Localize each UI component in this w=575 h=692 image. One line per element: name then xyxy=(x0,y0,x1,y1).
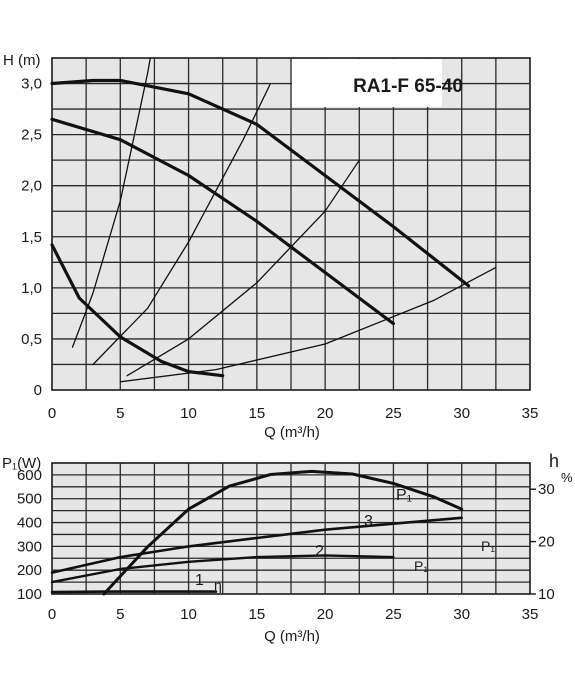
head-x-tick: 15 xyxy=(249,405,266,422)
efficiency-tick: 20 xyxy=(538,534,555,551)
pump-curve-1 xyxy=(50,117,395,326)
efficiency-tick-labels: 10 20 30 xyxy=(530,481,555,603)
head-y-tick: 2,5 xyxy=(21,127,42,144)
power-curve-speed-1 xyxy=(50,590,218,594)
curve-label-eta: P₁ xyxy=(396,487,412,504)
head-x-tick: 5 xyxy=(116,405,124,422)
efficiency-ylabel: h xyxy=(549,451,559,471)
model-title: RA1-F 65-40 xyxy=(353,76,463,97)
head-x-tick: 0 xyxy=(48,405,56,422)
curve-label-p1-speed-3: P₁ xyxy=(481,538,495,554)
head-x-tick: 30 xyxy=(453,405,470,422)
curve-label-speed-3: 3 xyxy=(364,513,373,530)
efficiency-unit: % xyxy=(561,470,573,485)
curve-label-speed-1: 1 xyxy=(195,572,204,589)
head-y-tick: 0 xyxy=(34,382,42,399)
title-box-cover xyxy=(292,59,442,107)
power-y-tick: 300 xyxy=(17,538,42,555)
power-x-tick: 15 xyxy=(249,606,266,623)
head-y-tick-labels: 0 0,5 1,0 1,5 2,0 2,5 3,0 xyxy=(21,76,42,399)
curve-label-speed-2: 2 xyxy=(315,543,324,560)
head-x-tick: 20 xyxy=(317,405,334,422)
power-xlabel: Q (m³/h) xyxy=(264,628,320,645)
power-y-tick: 600 xyxy=(17,467,42,484)
head-gridlines xyxy=(52,58,530,390)
efficiency-curve xyxy=(102,469,464,596)
system-curve-3 xyxy=(71,57,151,348)
curve-label-p1-speed-1: η xyxy=(214,577,222,593)
head-x-tick-labels: 0 5 10 15 20 25 30 35 xyxy=(48,405,539,422)
system-curve-4 xyxy=(92,82,272,366)
efficiency-tick: 30 xyxy=(538,481,555,498)
power-y-tick-labels: 100 200 300 400 500 600 xyxy=(17,467,42,603)
head-x-tick: 35 xyxy=(522,405,539,422)
head-xlabel: Q (m³/h) xyxy=(264,424,320,441)
power-x-tick: 25 xyxy=(385,606,402,623)
head-y-tick: 1,5 xyxy=(21,229,42,246)
power-y-tick: 200 xyxy=(17,562,42,579)
power-x-tick: 0 xyxy=(48,606,56,623)
power-curve-speed-2 xyxy=(50,554,395,584)
power-x-tick: 30 xyxy=(453,606,470,623)
power-curves xyxy=(50,469,464,596)
power-x-tick: 10 xyxy=(180,606,197,623)
head-y-tick: 0,5 xyxy=(21,331,42,348)
power-x-tick-labels: 0 5 10 15 20 25 30 35 xyxy=(48,606,539,623)
head-y-tick: 3,0 xyxy=(21,76,42,93)
head-y-tick: 2,0 xyxy=(21,178,42,195)
power-x-tick: 35 xyxy=(522,606,539,623)
power-x-tick: 5 xyxy=(116,606,124,623)
head-x-tick: 10 xyxy=(180,405,197,422)
power-ylabel: P₁(W) xyxy=(2,455,41,472)
system-curve-6 xyxy=(119,266,497,383)
power-y-tick: 400 xyxy=(17,515,42,532)
efficiency-tick: 10 xyxy=(538,586,555,603)
head-x-tick: 25 xyxy=(385,405,402,422)
power-curve-speed-3 xyxy=(50,516,463,574)
head-curves xyxy=(50,57,497,383)
pump-curve-0 xyxy=(50,78,471,288)
power-x-tick: 20 xyxy=(317,606,334,623)
curve-label-p1-speed-2: P₁ xyxy=(414,558,428,574)
head-ylabel: H (m) xyxy=(3,52,41,69)
power-y-tick: 100 xyxy=(17,586,42,603)
power-y-tick: 500 xyxy=(17,491,42,508)
head-y-tick: 1,0 xyxy=(21,280,42,297)
system-curve-5 xyxy=(126,159,360,377)
